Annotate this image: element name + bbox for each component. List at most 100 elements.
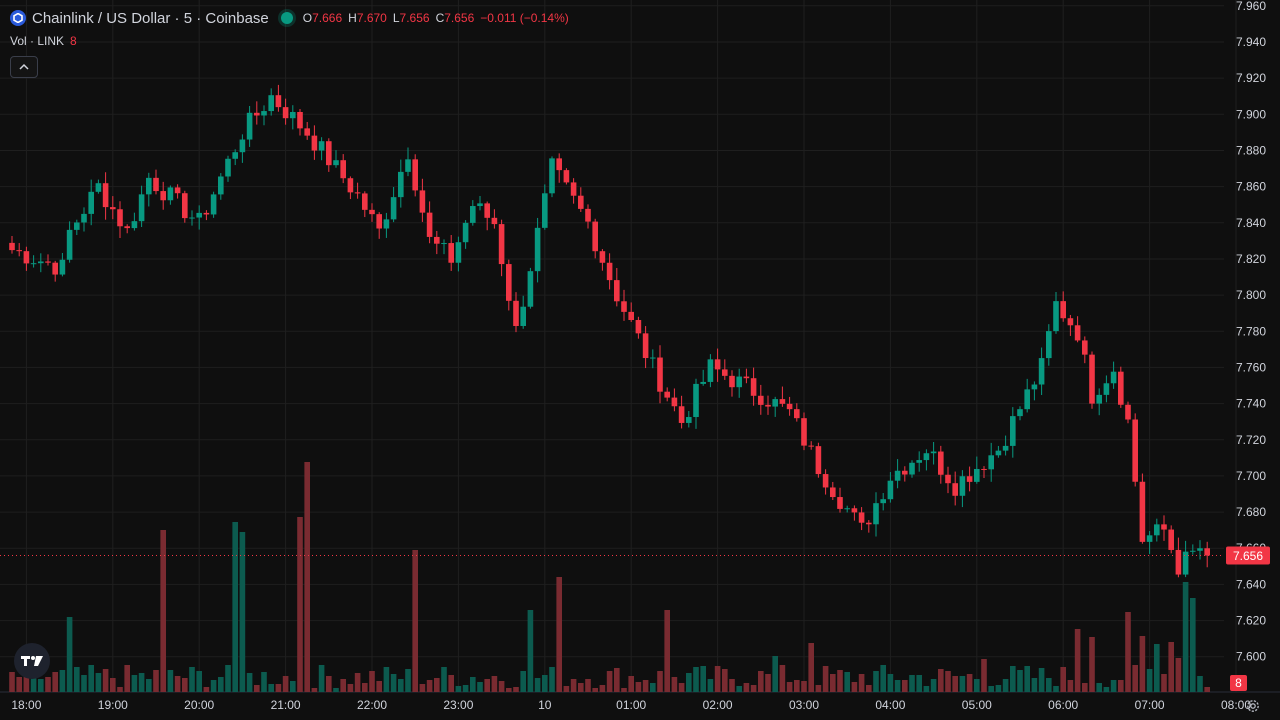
time-tick-label: 23:00 xyxy=(443,698,473,712)
volume-bar xyxy=(1074,629,1081,692)
candle-body xyxy=(110,207,116,210)
candle-body xyxy=(1024,389,1030,410)
candle-body xyxy=(167,187,174,201)
volume-bar xyxy=(815,685,822,692)
price-tick-label: 7.920 xyxy=(1236,71,1266,85)
volume-bar xyxy=(124,665,130,692)
volume-bar xyxy=(1154,644,1160,692)
candle-body xyxy=(815,446,822,475)
candle-body xyxy=(930,451,937,454)
volume-bar xyxy=(398,679,404,692)
candle-body xyxy=(714,359,721,370)
candle-body xyxy=(578,195,584,209)
chevron-up-icon xyxy=(19,63,29,70)
candle-body xyxy=(772,399,778,407)
volume-bar xyxy=(110,678,116,692)
candle-body xyxy=(160,191,166,201)
volume-label[interactable]: Vol · LINK xyxy=(10,34,65,48)
candle-body xyxy=(340,160,346,179)
candle-body xyxy=(671,397,678,407)
candle-body xyxy=(1146,535,1153,542)
candle-body xyxy=(52,262,58,275)
volume-bar xyxy=(1139,636,1146,692)
volume-value: 8 xyxy=(70,34,77,48)
candle-body xyxy=(1175,549,1182,575)
time-tick-label: 22:00 xyxy=(357,698,387,712)
volume-bar xyxy=(700,666,706,692)
candle-body xyxy=(894,470,901,481)
volume-bar xyxy=(304,462,310,692)
time-tick-label: 20:00 xyxy=(184,698,214,712)
volume-bar xyxy=(1182,582,1189,692)
volume-bar xyxy=(844,672,850,692)
candle-body xyxy=(426,212,433,237)
candle-body xyxy=(218,176,224,195)
volume-bar xyxy=(945,671,951,692)
candle-body xyxy=(9,242,15,251)
volume-bar xyxy=(225,665,231,692)
volume-bar xyxy=(707,679,714,692)
volume-bar xyxy=(462,685,469,692)
volume-bar xyxy=(484,679,490,692)
volume-bar xyxy=(549,667,555,692)
volume-bar xyxy=(909,675,915,692)
candle-body xyxy=(707,359,714,382)
candle-body xyxy=(887,480,894,500)
candle-body xyxy=(146,177,152,195)
volume-bar xyxy=(16,677,22,692)
candle-body xyxy=(614,280,620,302)
volume-bar xyxy=(189,667,195,692)
volume-bar xyxy=(592,688,598,692)
volume-bar xyxy=(9,672,15,692)
volume-bar xyxy=(750,685,757,692)
volume-bar xyxy=(138,673,145,692)
volume-bar xyxy=(506,688,512,692)
candle-body xyxy=(830,487,836,498)
volume-bar xyxy=(822,666,829,692)
volume-bar xyxy=(1168,642,1174,692)
volume-bar xyxy=(1190,598,1196,692)
tradingview-logo-icon[interactable] xyxy=(14,643,50,679)
volume-bar xyxy=(254,685,260,692)
candle-body xyxy=(765,404,771,407)
candle-body xyxy=(700,381,706,384)
candle-body xyxy=(1118,371,1124,405)
volume-bar xyxy=(326,676,332,692)
candle-body xyxy=(59,259,66,275)
volume-bar xyxy=(102,669,109,692)
candle-body xyxy=(1002,445,1009,451)
volume-bar xyxy=(405,669,411,692)
collapse-legend-button[interactable] xyxy=(10,56,38,78)
candle-body xyxy=(563,170,570,183)
price-tick-label: 7.900 xyxy=(1236,107,1266,121)
candle-body xyxy=(153,177,159,192)
candle-body xyxy=(138,194,145,222)
candle-body xyxy=(398,171,404,198)
volume-bar xyxy=(736,686,742,692)
candle-body xyxy=(959,476,966,496)
settings-button[interactable] xyxy=(1243,696,1263,716)
price-tick-label: 7.780 xyxy=(1236,324,1266,338)
candle-body xyxy=(642,333,649,359)
volume-bar xyxy=(635,682,642,692)
candle-body xyxy=(534,227,541,272)
high-label: H xyxy=(348,11,357,25)
candle-body xyxy=(794,409,800,419)
volume-bar xyxy=(412,550,418,692)
volume-bar xyxy=(297,517,303,692)
volume-bar xyxy=(1110,680,1117,692)
candle-body xyxy=(311,135,318,151)
candle-body xyxy=(664,391,670,398)
volume-bar xyxy=(1060,667,1066,692)
volume-bar xyxy=(448,675,454,692)
price-tick-label: 7.840 xyxy=(1236,216,1266,230)
candle-body xyxy=(412,159,418,191)
symbol-title[interactable]: Chainlink / US Dollar · 5 · Coinbase xyxy=(32,9,269,27)
volume-bar xyxy=(758,671,764,692)
candle-body xyxy=(837,497,843,509)
candle-body xyxy=(570,182,577,196)
volume-bar xyxy=(966,674,973,692)
volume-bar xyxy=(45,677,51,692)
